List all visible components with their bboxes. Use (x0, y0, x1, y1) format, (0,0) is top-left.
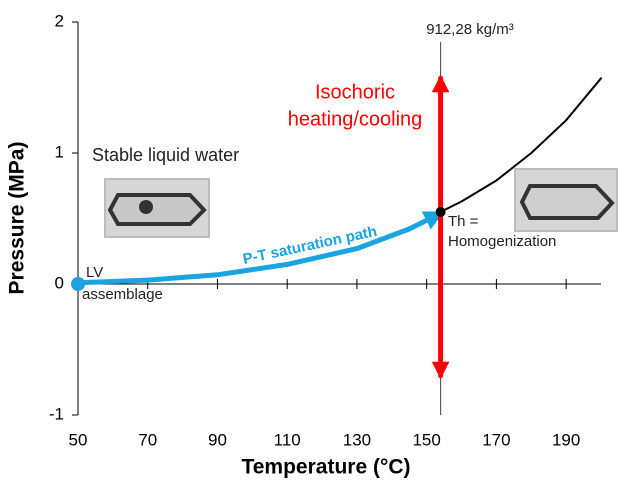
point-marker (71, 277, 85, 291)
isochore-label: heating/cooling (288, 108, 423, 130)
page: {"chart_data": { "type": "line", "x_labe… (0, 0, 619, 482)
y-tick-label: 0 (55, 273, 64, 292)
y-axis-label: Pressure (MPa) (6, 142, 29, 295)
x-tick-label: 90 (208, 430, 227, 449)
isochore-label: Isochoric (315, 81, 395, 103)
y-tick-label: -1 (49, 404, 64, 423)
x-tick-label: 190 (552, 430, 580, 449)
y-tick-label: 1 (55, 142, 64, 161)
y-tick-label: 2 (55, 11, 64, 30)
x-tick-label: 150 (412, 430, 440, 449)
chart: Pressure (MPa) Temperature (°C) Stable l… (0, 0, 619, 482)
th-label: Th = (448, 213, 479, 230)
lv-label: assemblage (82, 286, 163, 303)
lv-label: LV (86, 264, 103, 281)
x-tick-label: 110 (274, 430, 301, 449)
density-label: 912,28 kg/m³ (426, 21, 514, 38)
x-axis-label: Temperature (°C) (241, 456, 410, 479)
region-label: Stable liquid water (92, 145, 239, 165)
x-tick-label: 70 (138, 430, 157, 449)
x-tick-label: 170 (482, 430, 510, 449)
x-tick-label: 50 (69, 430, 88, 449)
inclusion-photo-right (514, 168, 618, 232)
th-label: Homogenization (448, 233, 556, 250)
inclusion-photo-left (104, 178, 210, 238)
point-marker (436, 207, 446, 217)
x-tick-label: 130 (343, 430, 371, 449)
